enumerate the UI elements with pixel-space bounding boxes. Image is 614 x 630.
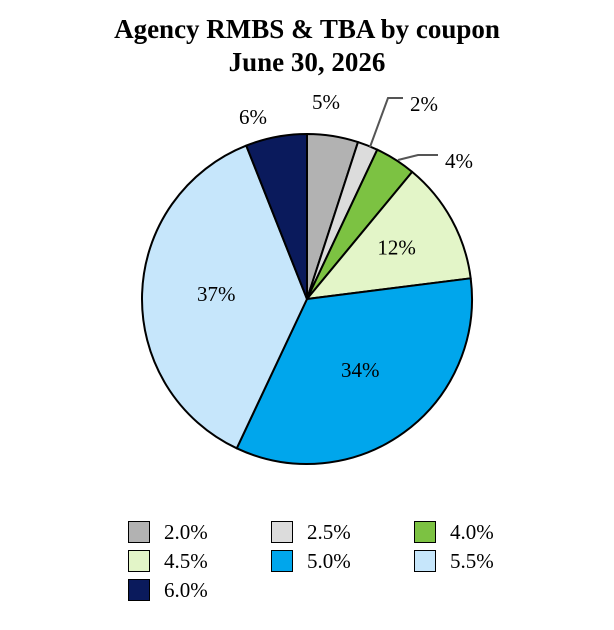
- legend-swatch: [128, 521, 150, 543]
- leader-line: [397, 154, 438, 161]
- legend-item: 2.5%: [271, 519, 351, 545]
- legend-label: 2.5%: [307, 519, 351, 544]
- data-label: 12%: [377, 236, 416, 260]
- leader-line: [369, 97, 403, 148]
- legend-swatch: [271, 550, 293, 572]
- legend-label: 2.0%: [164, 519, 208, 544]
- pie-slice-4-5pct: [306, 170, 472, 300]
- legend-item: 5.0%: [271, 548, 351, 574]
- data-label: 34%: [341, 358, 380, 382]
- pie-chart: 5% 2% 4% 12% 34% 37% 6%: [141, 90, 473, 465]
- legend-swatch: [128, 550, 150, 572]
- data-label: 5%: [312, 90, 340, 114]
- pie-slice-6-0pct: [245, 133, 308, 300]
- legend-item: 4.5%: [128, 548, 208, 574]
- legend-swatch: [271, 521, 293, 543]
- chart-title: Agency RMBS & TBA by coupon: [114, 14, 500, 44]
- legend-label: 5.0%: [307, 548, 351, 573]
- legend-swatch: [414, 521, 436, 543]
- pie-slice-5-5pct: [141, 144, 308, 450]
- data-label: 4%: [445, 149, 473, 173]
- data-label: 2%: [410, 92, 438, 116]
- legend-label: 4.5%: [164, 548, 208, 573]
- legend-swatch: [414, 550, 436, 572]
- legend-item: 6.0%: [128, 577, 208, 603]
- legend-label: 4.0%: [450, 519, 494, 544]
- legend-item: 4.0%: [414, 519, 494, 545]
- legend-item: 2.0%: [128, 519, 208, 545]
- legend-item: 5.5%: [414, 548, 494, 574]
- data-label: 37%: [197, 282, 236, 306]
- legend-swatch: [128, 579, 150, 601]
- chart-subtitle: June 30, 2026: [228, 47, 386, 77]
- legend-label: 6.0%: [164, 577, 208, 602]
- legend-label: 5.5%: [450, 548, 494, 573]
- data-label: 6%: [239, 105, 267, 129]
